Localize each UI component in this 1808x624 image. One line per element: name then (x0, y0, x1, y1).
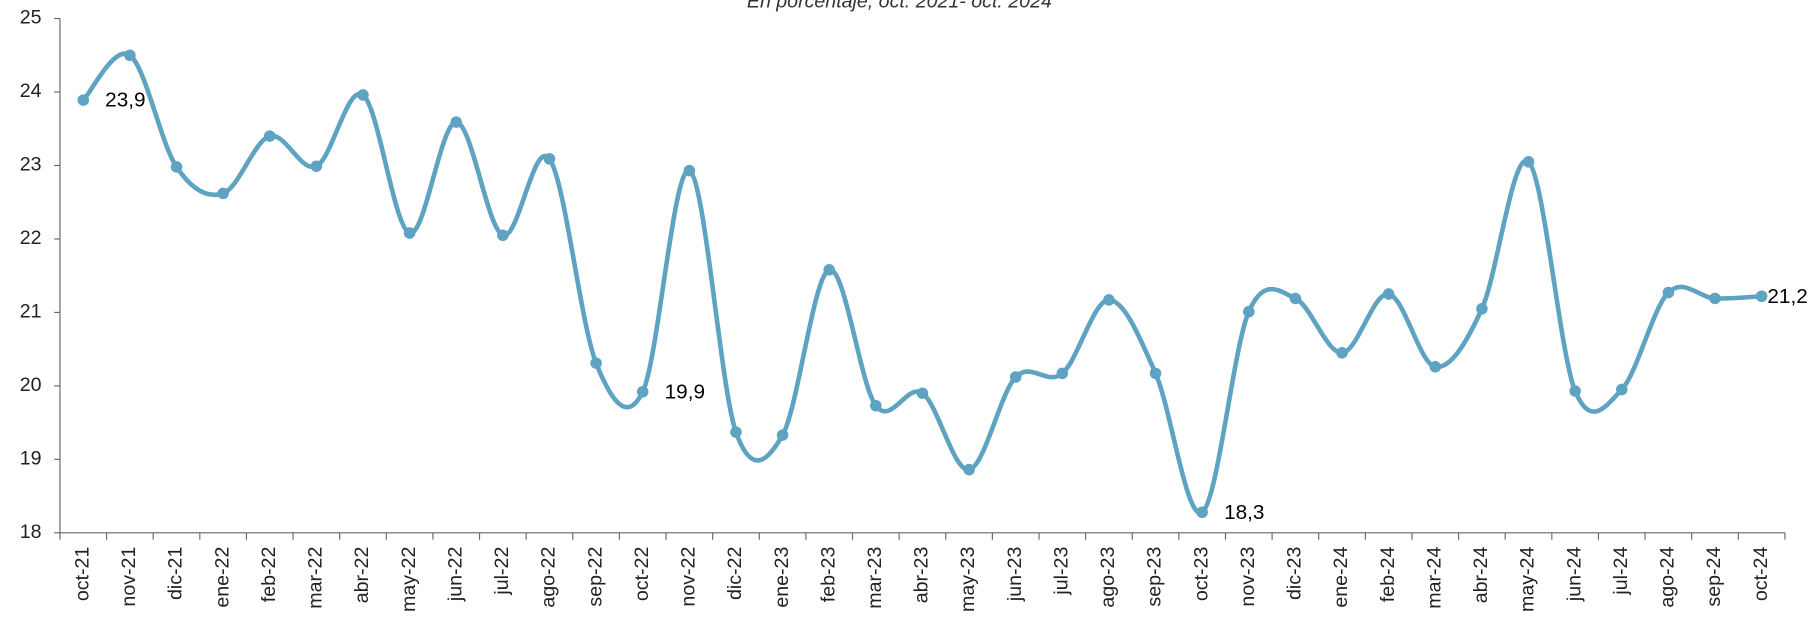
point (357, 89, 369, 101)
point (1149, 367, 1162, 380)
point (776, 429, 789, 441)
point (263, 130, 276, 142)
point (497, 229, 509, 242)
x-tick-label: dic-21 (165, 547, 187, 600)
point (1009, 371, 1022, 383)
x-tick-label: feb-23 (817, 547, 839, 603)
point (1103, 294, 1115, 306)
x-tick-label: sep-22 (584, 547, 606, 607)
point (77, 94, 90, 106)
x-tick-label: jul-22 (491, 547, 513, 596)
x-tick-label: abr-22 (351, 547, 373, 604)
x-tick-label: jul-23 (1050, 547, 1072, 596)
x-tick-label: ene-24 (1330, 547, 1352, 608)
point (870, 399, 882, 412)
data-label: 19,9 (665, 380, 705, 403)
point (1755, 290, 1768, 303)
x-tick-label: may-24 (1517, 547, 1539, 612)
x-tick-label: ago-23 (1097, 547, 1119, 608)
point (1382, 288, 1395, 300)
point (1662, 286, 1675, 299)
x-tick-label: oct-24 (1750, 547, 1772, 602)
x-tick-label: jun-24 (1563, 547, 1585, 603)
x-tick-label: ago-22 (538, 547, 560, 608)
x-tick-label: feb-24 (1377, 547, 1399, 603)
data-label: 23,9 (105, 89, 145, 112)
x-tick-label: sep-24 (1703, 547, 1725, 607)
point (1056, 367, 1069, 380)
x-tick-label: nov-22 (678, 547, 700, 607)
x-tick-label: feb-22 (258, 547, 280, 603)
point (1476, 302, 1488, 315)
point (1289, 292, 1302, 305)
point (1243, 305, 1255, 318)
point (1615, 383, 1628, 396)
data-label: 21,2 (1767, 285, 1807, 308)
x-tick-label: oct-22 (631, 547, 653, 601)
x-tick-label: nov-21 (118, 547, 140, 607)
x-tick-label: oct-21 (71, 547, 93, 601)
point (683, 164, 696, 177)
y-tick-label: 22 (20, 227, 42, 249)
point (730, 426, 742, 438)
point (170, 161, 183, 173)
x-tick-label: ene-23 (771, 547, 793, 608)
x-tick-label: sep-23 (1144, 547, 1166, 607)
point (636, 385, 649, 398)
point (1429, 361, 1442, 373)
y-tick-label: 25 (20, 7, 42, 29)
x-tick-label: jul-24 (1610, 547, 1632, 596)
x-tick-label: ago-24 (1657, 547, 1679, 608)
x-tick-label: abr-24 (1470, 547, 1492, 604)
point (1709, 292, 1721, 305)
y-tick-label: 23 (20, 154, 42, 176)
chart-subtitle: En porcentaje, oct. 2021- oct. 2024 (747, 0, 1052, 13)
x-tick-label: ene-22 (211, 547, 233, 608)
point (310, 160, 323, 172)
y-tick-label: 20 (20, 374, 42, 396)
point (823, 264, 835, 276)
point (1522, 156, 1535, 168)
x-tick-label: mar-22 (305, 547, 327, 609)
point (543, 153, 556, 165)
point (124, 49, 136, 62)
y-tick-label: 18 (20, 521, 42, 543)
point (1336, 347, 1348, 359)
x-tick-label: oct-23 (1190, 547, 1212, 602)
x-tick-label: jun-23 (1004, 547, 1026, 603)
point (916, 387, 929, 399)
x-tick-label: mar-23 (864, 547, 886, 609)
y-tick-label: 24 (20, 80, 42, 102)
y-tick-label: 19 (20, 448, 42, 470)
point (590, 357, 602, 369)
x-tick-label: dic-22 (724, 547, 746, 600)
x-tick-label: may-23 (957, 547, 979, 612)
line-series (80, 51, 1764, 515)
x-tick-label: mar-24 (1423, 547, 1445, 609)
point (1196, 506, 1208, 519)
y-tick-label: 21 (20, 301, 42, 323)
x-tick-label: jun-22 (444, 547, 466, 602)
point (217, 187, 229, 200)
point (403, 227, 416, 239)
x-tick-label: nov-23 (1237, 547, 1259, 607)
point (963, 463, 975, 476)
point (1569, 385, 1581, 397)
point (450, 116, 463, 128)
data-label: 18,3 (1224, 501, 1264, 524)
x-tick-label: dic-23 (1284, 547, 1306, 600)
x-tick-label: may-22 (398, 547, 420, 612)
x-tick-label: abr-23 (911, 547, 933, 604)
